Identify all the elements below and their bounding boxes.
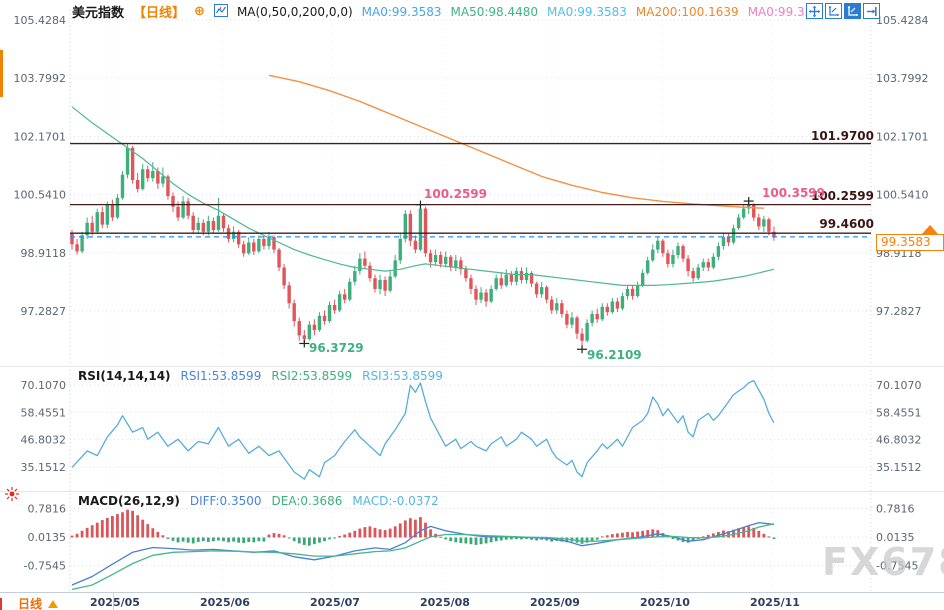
- axis-label: 103.7992: [876, 72, 929, 85]
- axis-label: 102.1701: [14, 130, 67, 143]
- drawing-tool-strip: [0, 50, 3, 97]
- watermark: FX678: [822, 540, 944, 584]
- axis-label: -0.7545: [876, 559, 918, 572]
- add-indicator-icon[interactable]: ⊕: [194, 4, 205, 19]
- time-axis-bar: 日线 2025/05 2025/06 2025/07 2025/08 2025/09 20…: [0, 592, 944, 610]
- high-annotation-aug: 100.2599: [424, 187, 488, 201]
- axis-label: 97.2827: [876, 305, 922, 318]
- edge-marker: [0, 598, 2, 610]
- low-annotation-sep: 96.2109: [587, 348, 642, 362]
- chart-toolbar: [806, 3, 880, 19]
- candles: [70, 143, 776, 350]
- ma0-value-2: MA0:99.3583: [547, 4, 627, 19]
- axis-label: 0.7816: [28, 502, 67, 515]
- macd-indicator-name: MACD(26,12,9): [78, 494, 180, 508]
- diff-value: DIFF:0.3500: [189, 494, 262, 508]
- macd-panel: [70, 509, 776, 590]
- axis-label: 46.8032: [21, 434, 67, 447]
- month-label: 2025/10: [640, 596, 690, 609]
- axis-label: 70.1070: [21, 379, 67, 392]
- axis-range-icon[interactable]: [825, 3, 842, 19]
- dea-value: DEA:0.3686: [271, 494, 343, 508]
- ma50-line: [71, 106, 775, 286]
- level-annotation-99-46: 99.4600: [819, 217, 874, 231]
- macd-diff-line: [71, 522, 774, 586]
- month-label: 2025/08: [420, 596, 470, 609]
- macd-dea-line: [71, 523, 775, 590]
- low-annotation-jul: 96.3729: [309, 341, 364, 355]
- period-up-arrow-icon: [48, 600, 59, 608]
- footer-divider: [113, 593, 114, 610]
- rsi-legend: RSI(14,14,14) RSI1:53.8599 RSI2:53.8599 …: [78, 369, 443, 383]
- mini-chart-icon[interactable]: [213, 3, 228, 20]
- rsi-line: [71, 379, 775, 480]
- axis-label: 0.0135: [28, 531, 67, 544]
- rsi2-value: RSI2:53.8599: [271, 369, 353, 383]
- period-tag: 【日线】: [133, 6, 186, 21]
- realtime-indicator-icon[interactable]: [4, 486, 20, 506]
- main-legend: 美元指数 【日线】 ⊕ MA(0,50,0,200,0,0) MA0:99.35…: [72, 2, 812, 21]
- move-icon[interactable]: [806, 3, 823, 19]
- rsi-indicator-name: RSI(14,14,14): [78, 369, 171, 383]
- month-label: 2025/09: [530, 596, 580, 609]
- jump-to-latest-icon[interactable]: [863, 3, 880, 19]
- month-label: 2025/11: [750, 596, 800, 609]
- axis-label: 58.4551: [876, 406, 922, 419]
- axis-label: -0.7545: [24, 559, 66, 572]
- axis-label: 35.1512: [876, 461, 922, 474]
- level-annotation-100-25-right: 100.2599: [810, 189, 874, 203]
- axis-scale-icon[interactable]: [844, 3, 861, 19]
- axis-label: 103.7992: [14, 72, 67, 85]
- ma-indicator-name: MA(0,50,0,200,0,0): [236, 4, 353, 19]
- axis-label: 35.1512: [21, 461, 67, 474]
- macd-legend: MACD(26,12,9) DIFF:0.3500 DEA:0.3686 MAC…: [78, 494, 439, 508]
- month-label: 2025/07: [310, 596, 360, 609]
- rsi1-value: RSI1:53.8599: [180, 369, 262, 383]
- last-price-badge: 99.3583: [876, 234, 944, 251]
- price-up-arrow-icon: [922, 225, 938, 234]
- ma0-value-3: MA0:99.35: [747, 4, 813, 19]
- axis-label: 98.9118: [21, 247, 67, 260]
- ma200-line: [268, 74, 764, 209]
- level-annotation-101-97: 101.9700: [810, 129, 874, 143]
- macd-value: MACD:-0.0372: [352, 494, 439, 508]
- axis-label: 100.5410: [14, 189, 67, 202]
- axis-label: 100.5410: [876, 189, 929, 202]
- high-annotation-oct: 100.3599: [762, 186, 826, 200]
- symbol-title: 美元指数: [72, 6, 125, 21]
- month-label: 2025/05: [90, 596, 140, 609]
- gridlines: 105.4284 105.4284 103.7992 103.7992 102.1701…: [0, 10, 944, 591]
- ma50-value: MA50:98.4480: [450, 4, 539, 19]
- axis-label: 97.2827: [21, 305, 67, 318]
- axis-label: 0.0135: [876, 531, 915, 544]
- month-label: 2025/06: [200, 596, 250, 609]
- axis-label: 58.4551: [21, 406, 67, 419]
- axis-label: 102.1701: [876, 130, 929, 143]
- axis-label: 0.7816: [876, 502, 915, 515]
- period-selector[interactable]: 日线: [18, 595, 59, 610]
- axis-label: 70.1070: [876, 379, 922, 392]
- axis-label: 105.4284: [14, 14, 67, 27]
- axis-label: 105.4284: [876, 14, 929, 27]
- ma0-value: MA0:99.3583: [361, 4, 442, 19]
- rsi3-value: RSI3:53.8599: [362, 369, 443, 383]
- ma200-value: MA200:100.1639: [635, 4, 739, 19]
- axis-label: 46.8032: [876, 434, 922, 447]
